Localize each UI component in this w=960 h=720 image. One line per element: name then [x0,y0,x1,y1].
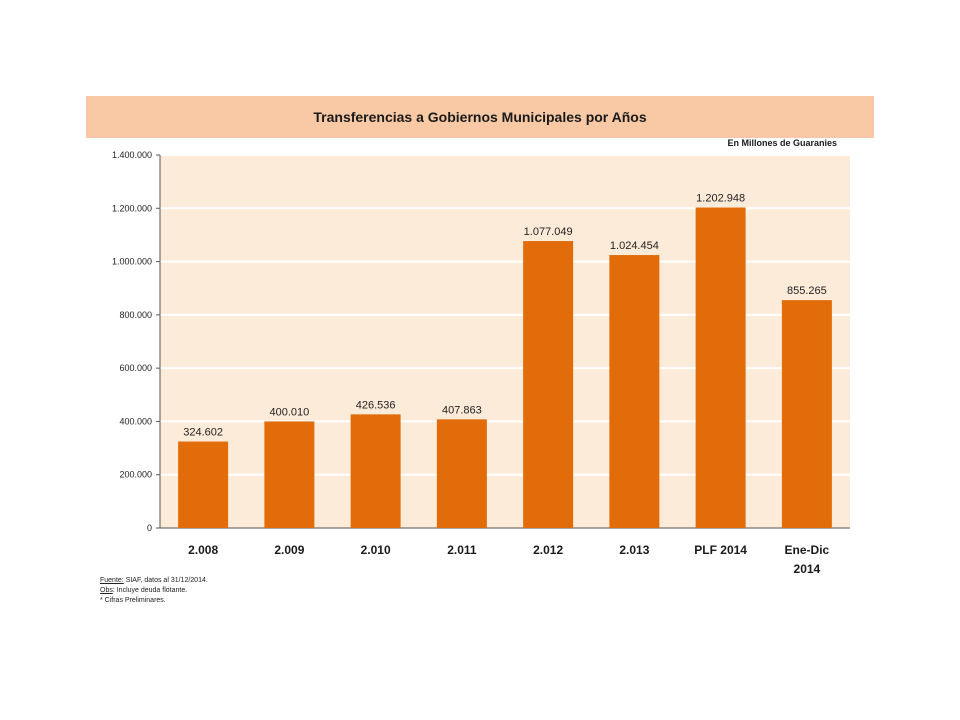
y-tick-label: 600.000 [119,363,152,373]
units-note: En Millones de Guaranies [727,138,837,148]
x-tick-label: 2014 [794,562,821,576]
bar [350,414,401,528]
data-label: 1.077.049 [524,226,573,238]
chart-title: Transferencias a Gobiernos Municipales p… [86,96,874,138]
data-label: 400.010 [269,406,309,418]
x-tick-label: Ene-Dic [785,543,830,557]
data-label: 1.202.948 [696,193,745,205]
bar [436,419,487,528]
data-label: 426.536 [356,399,396,411]
obs-label: Obs [100,587,113,594]
data-label: 855.265 [787,285,827,297]
y-tick-label: 1.400.000 [112,150,152,160]
x-tick-label: 2.010 [361,543,391,557]
footnotes: Fuente: SIAF, datos al 31/12/2014. Obs: … [100,576,208,606]
y-tick-label: 1.200.000 [112,203,152,213]
x-tick-label: PLF 2014 [694,543,747,557]
bar [781,300,832,528]
x-tick-label: 2.013 [619,543,649,557]
bar [695,207,746,528]
bar [264,421,315,528]
source-label: Fuente: [100,577,124,584]
y-tick-label: 0 [147,523,152,533]
x-tick-label: 2.009 [274,543,304,557]
obs-note: Obs: Incluye deuda flotante. [100,586,208,596]
bar [178,441,229,528]
data-label: 1.024.454 [610,240,659,252]
y-tick-label: 800.000 [119,310,152,320]
x-tick-label: 2.012 [533,543,563,557]
y-tick-label: 200.000 [119,470,152,480]
prelim-note: * Cifras Preliminares. [100,597,166,604]
y-tick-label: 400.000 [119,416,152,426]
y-tick-label: 1.000.000 [112,257,152,267]
data-label: 407.863 [442,404,482,416]
x-tick-label: 2.011 [447,543,477,557]
bar [609,255,660,528]
obs-text: : Incluye deuda flotante. [112,587,188,594]
source-note: Fuente: SIAF, datos al 31/12/2014. [100,576,208,586]
data-label: 324.602 [183,427,223,439]
bar [523,241,574,528]
x-tick-label: 2.008 [188,543,218,557]
source-text: SIAF, datos al 31/12/2014. [123,577,208,584]
